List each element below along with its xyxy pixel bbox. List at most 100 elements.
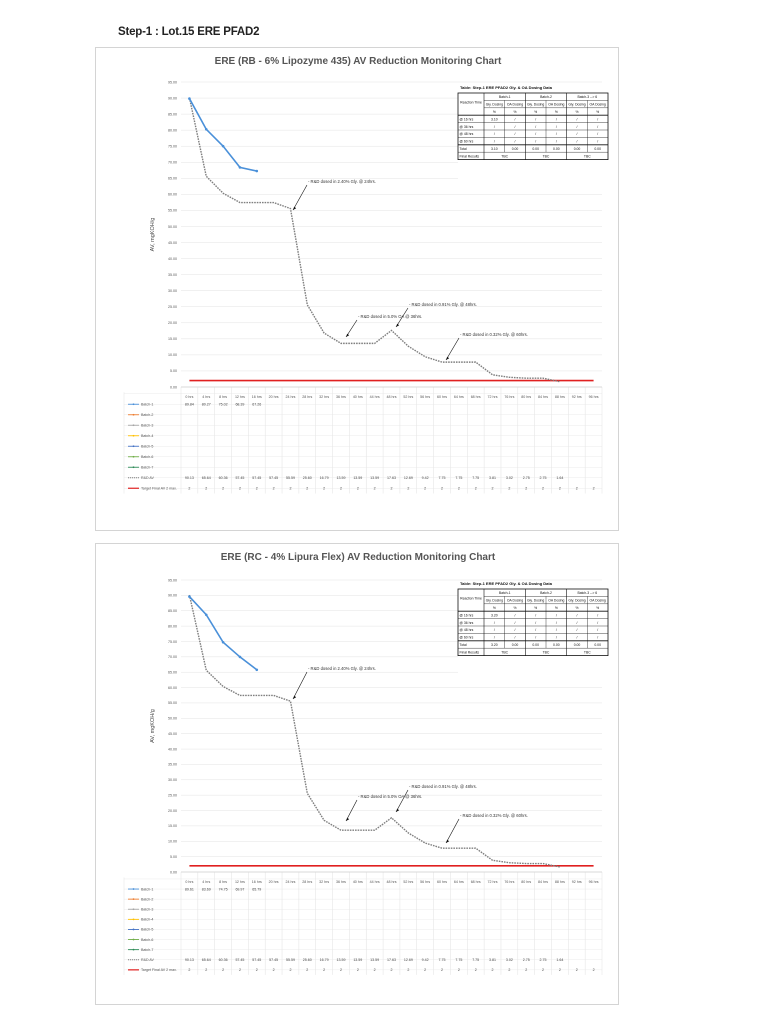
- dosing-table-corner: Reaction Time: [460, 100, 482, 104]
- dosing-table: Table: Step-1 ERE PFAD2 Gly. & OA Dosing…: [457, 85, 609, 181]
- legend-marker: [132, 918, 135, 921]
- y-axis-label: AV, mgKOH/g: [150, 218, 156, 252]
- data-label: 57.45: [269, 958, 278, 962]
- dosing-table-cell: /: [597, 621, 598, 625]
- legend-label: R&D AV: [141, 958, 155, 962]
- dosing-table-row-label: @ 36 hrs: [460, 125, 474, 129]
- dosing-table-group-header: Batch-1: [499, 591, 511, 595]
- dosing-table-cell: /: [535, 613, 536, 617]
- annotation-arrowhead: [396, 323, 400, 327]
- x-tick-label: 44 hrs: [370, 395, 380, 399]
- dosing-table-cell: /: [494, 132, 495, 136]
- data-label: 7.75: [455, 958, 462, 962]
- series-line-batch1: [188, 98, 257, 172]
- dosing-table-border: [457, 588, 609, 656]
- annotation-arrow: [445, 337, 460, 361]
- y-tick-label: 50.00: [168, 717, 177, 721]
- y-tick-label: 95.00: [168, 578, 177, 582]
- data-label: 2: [273, 968, 275, 972]
- data-label: 2: [492, 486, 494, 490]
- x-tick-label: 28 hrs: [302, 395, 312, 399]
- legend-marker: [132, 938, 135, 941]
- x-tick-label: 8 hrs: [219, 880, 227, 884]
- chart-svg: ERE (RC - 4% Lipura Flex) AV Reduction M…: [123, 552, 609, 975]
- y-tick-label: 85.00: [168, 609, 177, 613]
- x-tick-label: 4 hrs: [202, 395, 210, 399]
- legend-label: Batch-7: [141, 948, 153, 952]
- data-label: 2: [508, 968, 510, 972]
- data-label: 13.59: [353, 476, 362, 480]
- dosing-table-cell: /: [515, 132, 516, 136]
- data-label: 3.81: [489, 476, 496, 480]
- data-label: 7.75: [472, 958, 479, 962]
- dosing-table-row-label: @ 60 hrs: [460, 140, 474, 144]
- x-tick-label: 92 hrs: [572, 880, 582, 884]
- dosing-table-cell: 0.00: [532, 643, 539, 647]
- dosing-table-cell: /: [597, 132, 598, 136]
- series-point-batch1: [204, 127, 208, 131]
- chart-panel-rc: ERE (RC - 4% Lipura Flex) AV Reduction M…: [95, 543, 619, 1005]
- dosing-table-group-header: Batch-1: [499, 95, 511, 99]
- chart-svg: ERE (RB - 6% Lipozyme 435) AV Reduction …: [123, 56, 609, 494]
- data-label: 2: [323, 968, 325, 972]
- dosing-table-unit: %: [534, 606, 537, 610]
- y-tick-label: 0.00: [170, 870, 177, 874]
- series-point-batch1: [255, 169, 259, 173]
- dosing-table-cell: /: [515, 125, 516, 129]
- data-label: 57.45: [235, 958, 244, 962]
- data-label: 2: [340, 968, 342, 972]
- data-label: 2.75: [540, 476, 547, 480]
- dosing-table-corner: Reaction Time: [460, 596, 482, 600]
- legend-label: Batch-3: [141, 423, 153, 427]
- dosing-table-cell: 0.00: [553, 147, 560, 151]
- y-tick-label: 80.00: [168, 128, 177, 132]
- x-tick-label: 92 hrs: [572, 395, 582, 399]
- data-label: 2: [458, 486, 460, 490]
- dosing-table-cell: /: [515, 117, 516, 121]
- data-label: 2: [441, 968, 443, 972]
- data-label: 2: [256, 486, 258, 490]
- dosing-table-cell: /: [597, 140, 598, 144]
- data-label: 65.64: [202, 958, 211, 962]
- dosing-table-cell: /: [597, 125, 598, 129]
- data-label: 2.75: [523, 476, 530, 480]
- dosing-table-cell: /: [556, 628, 557, 632]
- data-label: 80.27: [202, 402, 211, 406]
- x-tick-label: 36 hrs: [336, 395, 346, 399]
- y-tick-label: 0.00: [170, 385, 177, 389]
- dosing-table-subheader: OA Dosing: [507, 599, 523, 603]
- dosing-table-subheader: OA Dosing: [548, 599, 564, 603]
- data-label: 12.69: [404, 476, 413, 480]
- annotation-arrowhead: [293, 206, 297, 210]
- annotation-text: - R&D dosed in 0.91% Gly. @ 48hrs.: [409, 302, 477, 307]
- dosing-table-cell: /: [556, 125, 557, 129]
- annotation-arrowhead: [293, 695, 297, 699]
- x-tick-label: 32 hrs: [319, 395, 329, 399]
- y-tick-label: 5.00: [170, 855, 177, 859]
- data-label: 1.64: [556, 958, 563, 962]
- x-tick-label: 32 hrs: [319, 880, 329, 884]
- x-tick-label: 68 hrs: [471, 880, 481, 884]
- data-label: 16.79: [320, 476, 329, 480]
- dosing-table-cell: /: [515, 636, 516, 640]
- x-tick-label: 24 hrs: [285, 880, 295, 884]
- data-label: 2: [273, 486, 275, 490]
- dosing-table-cell: /: [577, 621, 578, 625]
- dosing-table-cell: /: [597, 636, 598, 640]
- x-tick-label: 20 hrs: [269, 880, 279, 884]
- dosing-table-cell: /: [556, 117, 557, 121]
- series-point-batch1: [188, 97, 191, 100]
- data-label: 3.81: [489, 958, 496, 962]
- data-label: 2: [374, 486, 376, 490]
- data-label: 2: [441, 486, 443, 490]
- dosing-table-group-header: Batch-3 --> 6: [577, 591, 597, 595]
- dosing-table-unit: %: [493, 110, 496, 114]
- annotation-arrow: [292, 671, 308, 700]
- dosing-table-subheader: Gly. Dosing: [568, 103, 585, 107]
- annotation-arrow: [345, 319, 358, 338]
- series-point-batch1: [221, 640, 225, 644]
- data-label: 2: [289, 968, 291, 972]
- data-label: 83.69: [202, 887, 211, 891]
- dosing-table-cell: /: [577, 125, 578, 129]
- data-label: 75.02: [219, 402, 228, 406]
